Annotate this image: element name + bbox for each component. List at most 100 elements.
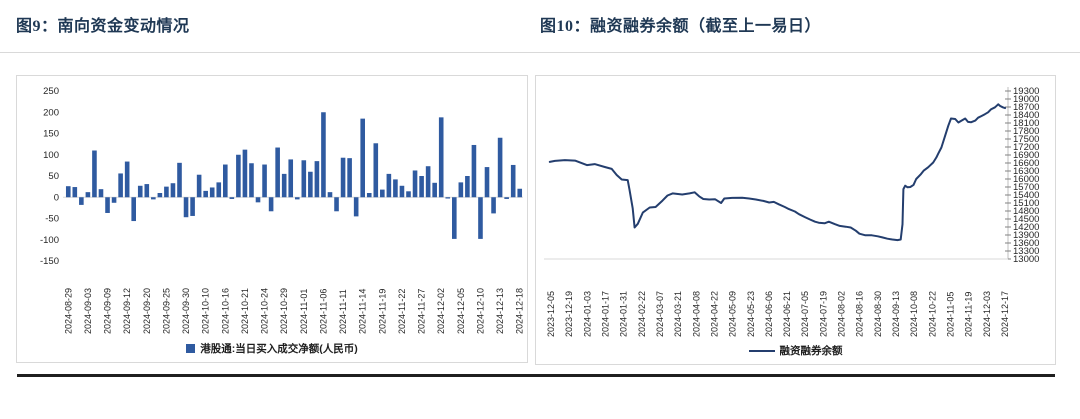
svg-text:13300: 13300 [1013, 246, 1039, 257]
svg-text:14500: 14500 [1013, 214, 1039, 225]
svg-text:19000: 19000 [1013, 94, 1039, 105]
title-row: 图9：南向资金变动情况 图10：融资融券余额（截至上一易日） [0, 0, 1080, 53]
svg-text:2024-01-03: 2024-01-03 [582, 291, 592, 337]
bar [249, 163, 254, 198]
bar [236, 154, 241, 198]
bar [242, 149, 248, 198]
svg-text:16000: 16000 [1013, 174, 1039, 185]
svg-text:18100: 18100 [1013, 118, 1039, 129]
svg-text:16300: 16300 [1013, 166, 1039, 177]
bar [353, 197, 359, 217]
bar [281, 173, 287, 198]
svg-text:2024-09-25: 2024-09-25 [161, 288, 171, 334]
bar [118, 173, 123, 198]
bar [399, 185, 405, 198]
bar [458, 182, 464, 198]
bar-chart-legend: 港股通:当日买入成交净额(人民币) [17, 341, 527, 356]
bar [170, 183, 176, 198]
bar [111, 197, 117, 203]
line-x-axis-labels: 2023-12-05 2023-12-19 2024-01-03 2024-01-17… [546, 291, 1010, 337]
figure9-chart-panel: 250 200 150 100 50 0 -50 -100 -150 2024-08-29 2024… [16, 75, 528, 363]
bar [203, 190, 208, 198]
bar-x-axis-labels: 2024-08-29 2024-09-03 2024-09-09 2024-09-12… [63, 288, 524, 334]
svg-text:2024-02-22: 2024-02-22 [637, 291, 647, 337]
bar [510, 164, 516, 198]
svg-text:2024-03-21: 2024-03-21 [673, 291, 683, 337]
bar [65, 186, 71, 198]
svg-text:2024-05-09: 2024-05-09 [728, 291, 738, 337]
svg-text:2024-12-18: 2024-12-18 [515, 288, 525, 334]
line-legend-label: 融资融券余额 [779, 345, 843, 357]
bar [386, 173, 392, 198]
bar [294, 197, 300, 200]
bar [471, 144, 477, 198]
legend-line-icon [748, 349, 775, 352]
bar [360, 118, 365, 198]
svg-text:2023-12-19: 2023-12-19 [564, 291, 574, 337]
svg-text:100: 100 [43, 150, 59, 161]
svg-text:2024-11-14: 2024-11-14 [358, 289, 368, 334]
bar [229, 197, 235, 199]
line-y-axis-labels: 1930019000187001840018100178001750017200… [1005, 86, 1039, 265]
bar [478, 197, 483, 239]
bars-group [65, 112, 523, 239]
bar [452, 197, 457, 239]
svg-text:2024-11-11: 2024-11-11 [338, 289, 348, 334]
bottom-divider [17, 374, 1055, 377]
svg-text:2024-07-19: 2024-07-19 [818, 291, 828, 337]
bar [85, 192, 91, 198]
line-chart-legend: 融资融券余额 [536, 343, 1055, 358]
bar [92, 150, 97, 198]
svg-text:2024-01-31: 2024-01-31 [619, 291, 629, 337]
svg-text:13000: 13000 [1013, 254, 1039, 265]
svg-text:2024-09-09: 2024-09-09 [103, 288, 113, 334]
svg-text:2024-11-22: 2024-11-22 [397, 289, 407, 334]
svg-text:2024-04-08: 2024-04-08 [691, 291, 701, 337]
bar [373, 143, 379, 198]
svg-text:15100: 15100 [1013, 198, 1039, 209]
bar [79, 197, 84, 205]
svg-text:2024-11-19: 2024-11-19 [964, 292, 974, 337]
svg-text:2024-12-17: 2024-12-17 [1000, 291, 1010, 337]
bar [223, 164, 228, 198]
bar [157, 193, 163, 198]
svg-text:2024-10-16: 2024-10-16 [220, 288, 230, 334]
svg-text:2024-10-08: 2024-10-08 [909, 291, 919, 337]
svg-text:2024-10-29: 2024-10-29 [279, 288, 289, 334]
svg-text:16900: 16900 [1013, 150, 1039, 161]
svg-text:19300: 19300 [1013, 86, 1039, 97]
figure9-title: 图9：南向资金变动情况 [16, 18, 190, 35]
bar [340, 157, 346, 198]
svg-text:-100: -100 [40, 235, 59, 246]
svg-text:16600: 16600 [1013, 158, 1039, 169]
bar [268, 197, 274, 212]
svg-text:2024-01-17: 2024-01-17 [601, 291, 611, 337]
svg-text:2024-09-20: 2024-09-20 [142, 288, 152, 334]
svg-text:15700: 15700 [1013, 182, 1039, 193]
bar [72, 187, 78, 198]
bar [216, 182, 222, 198]
figure10-title: 图10：融资融券余额（截至上一易日） [540, 18, 822, 35]
svg-text:150: 150 [43, 129, 59, 140]
svg-text:250: 250 [43, 86, 59, 97]
bar [190, 197, 195, 216]
bar [327, 192, 333, 198]
svg-text:14200: 14200 [1013, 222, 1039, 233]
bar [255, 197, 261, 203]
bar [517, 188, 523, 198]
svg-text:2024-06-21: 2024-06-21 [782, 291, 792, 337]
svg-text:2024-10-21: 2024-10-21 [240, 288, 250, 334]
bar [183, 197, 189, 218]
bar [301, 160, 307, 198]
svg-text:17500: 17500 [1013, 134, 1039, 145]
bar [124, 161, 130, 198]
svg-text:2024-11-01: 2024-11-01 [299, 289, 309, 334]
bar [314, 161, 320, 198]
svg-text:2024-09-12: 2024-09-12 [122, 288, 132, 334]
bar [308, 171, 313, 198]
svg-text:2024-10-22: 2024-10-22 [927, 291, 937, 337]
bar [98, 189, 104, 198]
svg-text:2024-10-10: 2024-10-10 [201, 288, 211, 334]
bar [432, 182, 437, 198]
